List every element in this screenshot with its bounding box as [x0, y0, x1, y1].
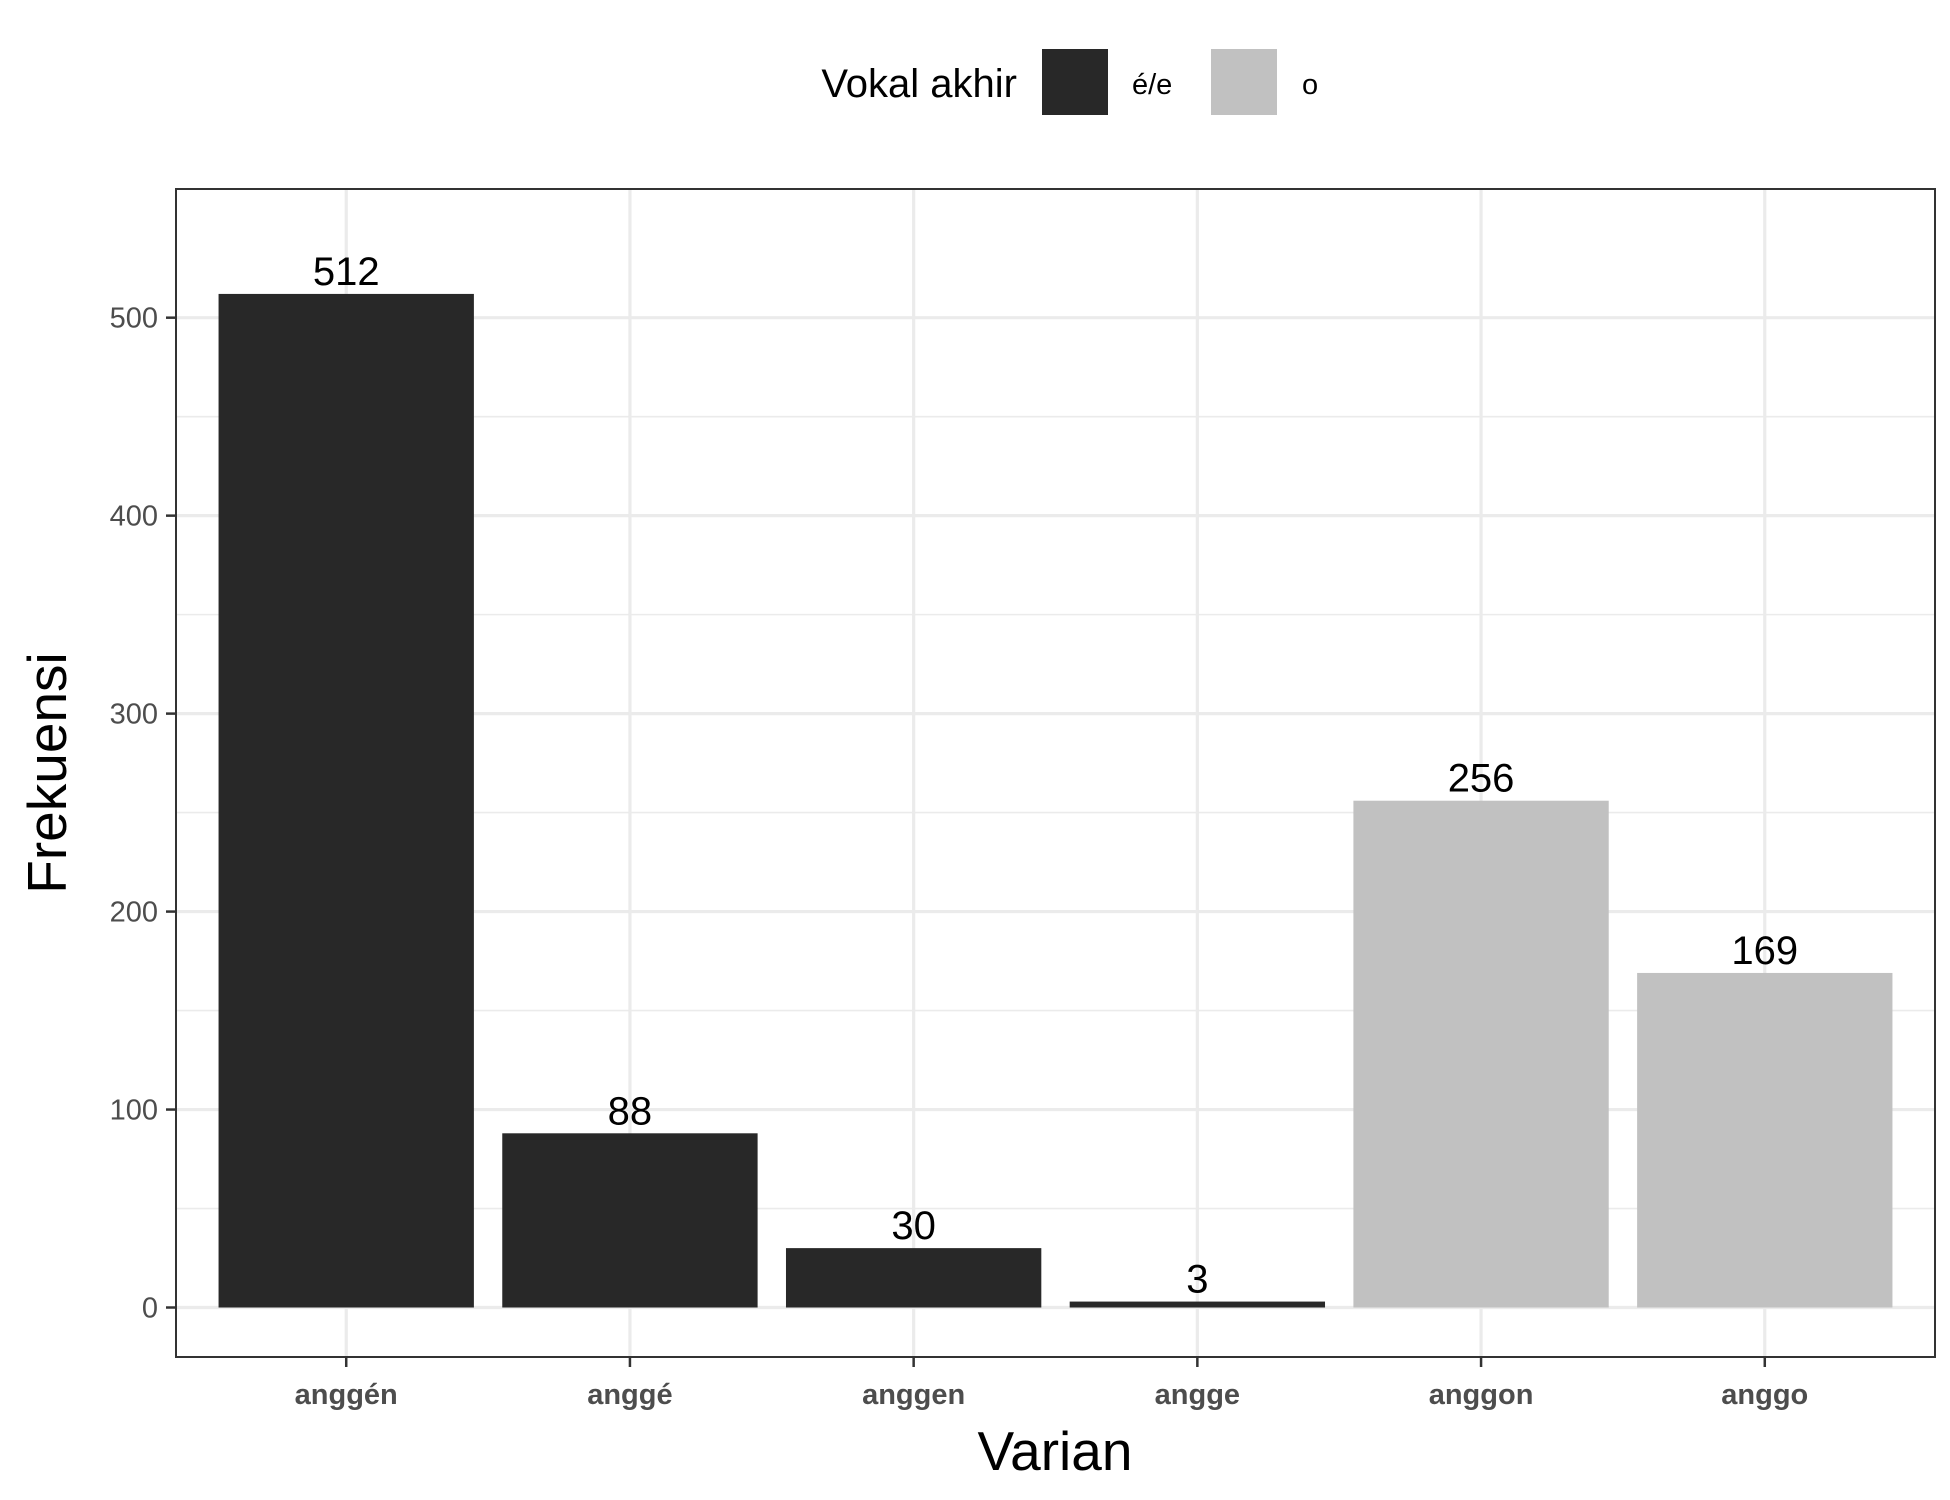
legend-key-e: [1042, 49, 1108, 115]
bar-4: [1353, 800, 1609, 1308]
bar-2: [785, 1248, 1042, 1308]
y-axis-title: Frekuensi: [16, 652, 78, 893]
y-tick-label: 0: [142, 1293, 158, 1325]
data-label: 169: [1731, 929, 1798, 973]
y-tick-label: 400: [110, 501, 158, 533]
axes: 0 100 200 300 400 500 anggén anggé anggen angge an…: [110, 303, 1809, 1411]
data-label: 512: [313, 250, 380, 294]
legend: Vokal akhir é/e o: [821, 49, 1318, 115]
x-axis-title: Varian: [978, 1420, 1133, 1482]
x-tick-label: anggen: [862, 1379, 965, 1411]
bars: [218, 293, 1893, 1308]
data-label: 30: [891, 1204, 936, 1248]
y-tick-label: 200: [110, 897, 158, 929]
legend-label-o: o: [1302, 69, 1318, 101]
data-labels: 512 88 30 3 256 169: [313, 250, 1798, 1302]
x-tick-label: angge: [1155, 1379, 1240, 1411]
legend-title: Vokal akhir: [821, 62, 1017, 106]
bar-3: [1069, 1301, 1326, 1308]
legend-label-e: é/e: [1132, 69, 1172, 101]
x-tick-label: anggo: [1721, 1379, 1808, 1411]
data-label: 256: [1448, 757, 1515, 801]
y-tick-label: 300: [110, 699, 158, 731]
data-label: 88: [608, 1089, 653, 1133]
x-tick-label: anggon: [1429, 1379, 1534, 1411]
y-tick-label: 500: [110, 303, 158, 335]
bar-1: [502, 1133, 758, 1308]
data-label: 3: [1186, 1258, 1208, 1302]
x-tick-label: anggén: [295, 1379, 398, 1411]
bar-0: [218, 293, 474, 1308]
x-tick-label: anggé: [587, 1379, 672, 1411]
plot-panel-border: [175, 188, 1936, 1358]
bar-5: [1637, 972, 1893, 1308]
y-tick-label: 100: [110, 1095, 158, 1127]
legend-key-o: [1211, 49, 1277, 115]
